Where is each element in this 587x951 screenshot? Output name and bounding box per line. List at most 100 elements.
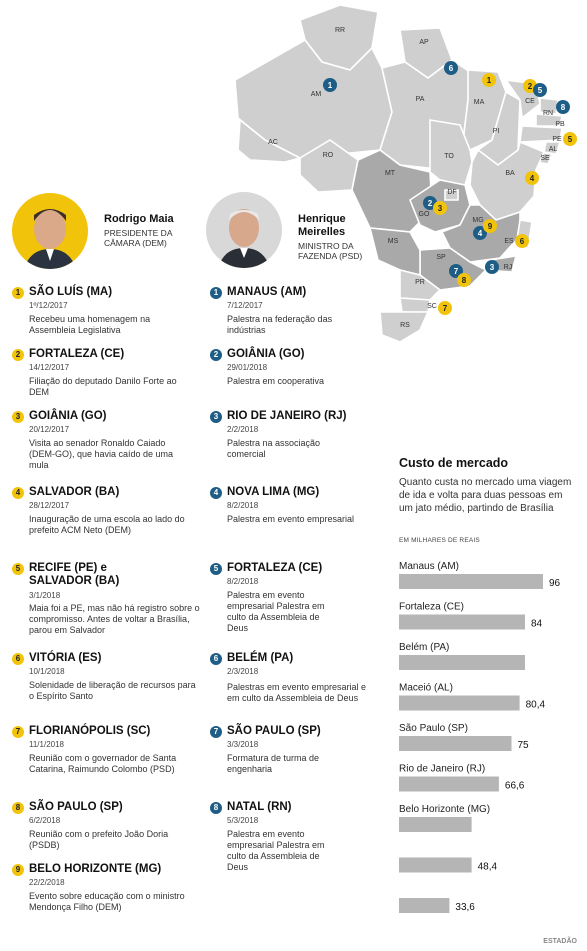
bar: [399, 614, 525, 630]
bar-value-label: 84: [531, 619, 543, 630]
svg-text:9: 9: [488, 222, 493, 231]
item-date: 22/2/2018: [29, 878, 65, 887]
bar: [399, 817, 472, 832]
bar: [399, 736, 512, 751]
state-label: SC: [427, 303, 437, 310]
marker-yellow-6: 6: [515, 234, 529, 248]
marker-yellow-8: 8: [457, 273, 471, 287]
item-city: RIO DE JANEIRO (RJ): [227, 410, 347, 422]
marker-blue-5: 5: [533, 83, 547, 97]
marker-blue-3: 3: [485, 260, 499, 274]
item-date: 10/1/2018: [29, 667, 65, 676]
item-description: Palestra em cooperativa: [227, 376, 325, 386]
state-label: MG: [472, 217, 483, 224]
item-number-badge: 5: [12, 563, 24, 575]
item-city: FORTALEZA (CE): [29, 348, 125, 360]
state-PE: [519, 125, 563, 143]
state-AC: [237, 118, 303, 163]
cost-bar-chart: Manaus (AM) 96 Fortaleza (CE) 84 Belém (PA) M…: [399, 561, 561, 913]
bar: [399, 655, 525, 670]
bar-value-label: 48,4: [478, 862, 498, 873]
item-number-badge: 6: [12, 653, 24, 665]
item-date: 5/3/2018: [227, 816, 259, 825]
svg-text:2: 2: [428, 199, 433, 208]
marker-yellow-7: 7: [438, 301, 452, 315]
marker-yellow-1: 1: [482, 73, 496, 87]
item-number-badge: 4: [210, 487, 222, 499]
item-number-badge: 8: [210, 802, 222, 814]
item-description: Palestra em evento empresarial: [227, 514, 355, 524]
maia-name: Rodrigo Maia: [104, 213, 174, 225]
state-label: MS: [388, 238, 399, 245]
item-description: Formatura de turma de engenharia: [227, 753, 320, 774]
state-label: PA: [416, 96, 425, 103]
state-label: AP: [419, 39, 429, 46]
state-label: PE: [552, 136, 562, 143]
state-PR: [399, 268, 442, 301]
svg-text:5: 5: [568, 135, 573, 144]
state-label: RJ: [504, 264, 513, 271]
item-date: 3/1/2018: [29, 591, 61, 600]
marker-yellow-4: 4: [525, 171, 539, 185]
item-number-badge: 3: [210, 411, 222, 423]
state-label: RR: [335, 27, 345, 34]
state-RS: [379, 311, 430, 343]
item-description: Filiação do deputado Danilo Forte ao DEM: [29, 376, 177, 397]
item-number-badge: 3: [12, 411, 24, 423]
svg-text:6: 6: [520, 237, 525, 246]
item-description: Solenidade de liberação de recursos para…: [29, 680, 196, 701]
item-description: Reunião com o governador de Santa Catari…: [29, 753, 177, 774]
item-date: 28/12/2017: [29, 501, 70, 510]
chart-unit: EM MILHARES DE REAIS: [399, 537, 480, 544]
item-description: Palestras em evento empresarial e em cul…: [227, 682, 367, 703]
state-label: AC: [268, 139, 278, 146]
item-city: SÃO LUÍS (MA): [29, 286, 113, 298]
bar-category-label: Manaus (AM): [399, 561, 459, 572]
bar-value-label: 33,6: [455, 902, 475, 913]
item-date: 14/12/2017: [29, 363, 70, 372]
chart-subtitle: Quanto custa no mercado uma viagem de id…: [399, 477, 572, 514]
state-RN: [539, 97, 559, 115]
item-city: GOIÂNIA (GO): [29, 410, 107, 422]
credit-logo: ESTADÃO: [543, 938, 577, 945]
item-city: SÃO PAULO (SP): [227, 725, 321, 737]
state-label: TO: [444, 153, 454, 160]
state-label: DF: [447, 189, 456, 196]
marker-blue-8: 8: [556, 100, 570, 114]
svg-text:3: 3: [490, 263, 495, 272]
svg-text:8: 8: [561, 103, 566, 112]
chart-title: Custo de mercado: [399, 456, 509, 470]
item-number-badge: 2: [12, 349, 24, 361]
state-SC: [399, 297, 431, 313]
brazil-map: RR AP AM PA MA CE RN PB PE AL SE PI BA A…: [234, 4, 577, 343]
item-number-badge: 6: [210, 653, 222, 665]
item-city: GOIÂNIA (GO): [227, 348, 305, 360]
state-label: PB: [555, 121, 565, 128]
svg-text:7: 7: [443, 304, 448, 313]
item-description: Visita ao senador Ronaldo Caiado (DEM-GO…: [29, 438, 174, 470]
item-city: FLORIANÓPOLIS (SC): [29, 725, 151, 737]
state-MA: [461, 69, 507, 151]
state-label: SP: [436, 254, 446, 261]
bar-value-label: 66,6: [505, 781, 525, 792]
svg-text:7: 7: [454, 267, 459, 276]
marker-yellow-5: 5: [563, 132, 577, 146]
item-city: VITÓRIA (ES): [29, 652, 102, 664]
map-markers: 1 6 1 2 5 8 5 4 2 3 4 9 6 3 7 8 7: [323, 61, 577, 315]
maia-avatar: [12, 193, 88, 269]
item-date: 7/12/2017: [227, 301, 263, 310]
item-number-badge: 9: [12, 864, 24, 876]
state-label: SE: [540, 155, 550, 162]
item-number-badge: 1: [210, 287, 222, 299]
marker-blue-4: 4: [473, 226, 487, 240]
svg-text:1: 1: [487, 76, 492, 85]
item-city: NATAL (RN): [227, 801, 292, 813]
item-date: 20/12/2017: [29, 425, 70, 434]
bar: [399, 776, 499, 792]
bar-value-label: 75: [518, 740, 530, 751]
state-BA: [469, 140, 546, 221]
state-label: PI: [493, 128, 500, 135]
state-TO: [429, 119, 473, 186]
item-date: 6/2/2018: [29, 816, 61, 825]
item-description: Palestra em evento empresarial Palestra …: [227, 829, 325, 872]
